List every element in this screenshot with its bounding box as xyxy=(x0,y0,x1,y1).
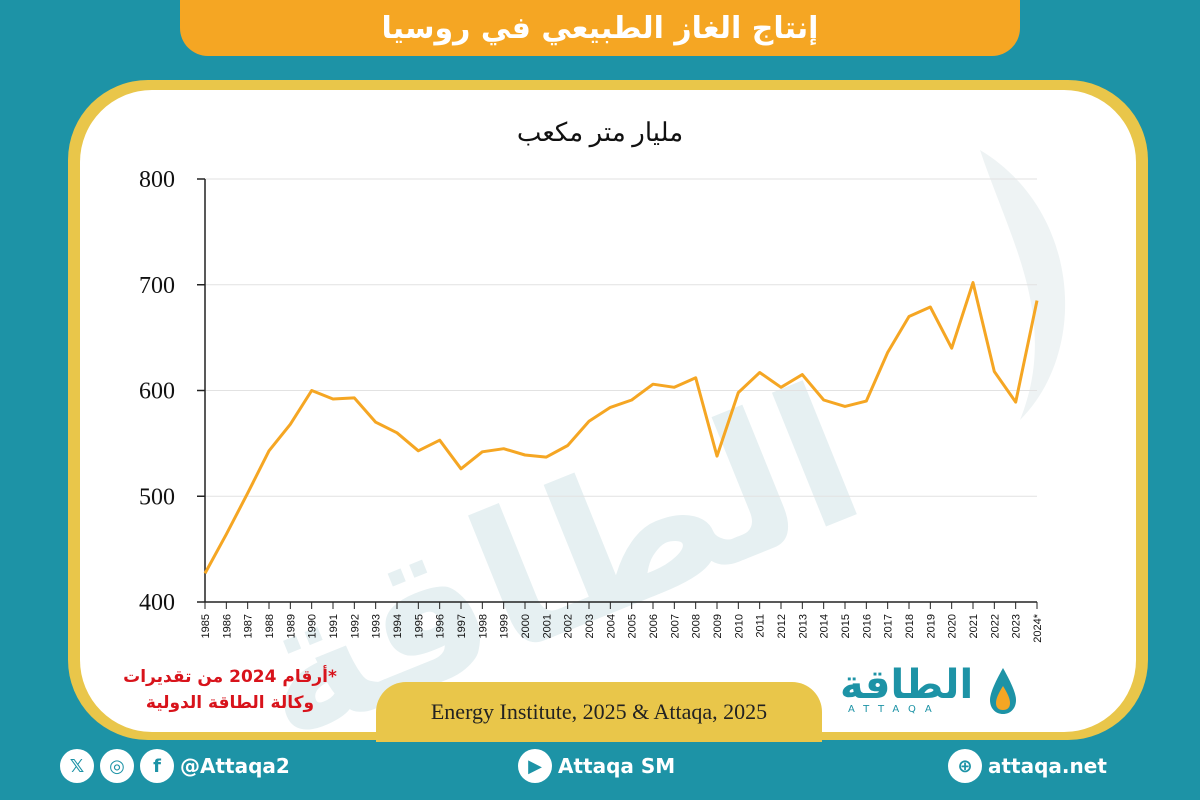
source-box: Energy Institute, 2025 & Attaqa, 2025 xyxy=(376,682,822,742)
x-tick-label: 2006 xyxy=(648,614,660,638)
x-tick-label: 1985 xyxy=(200,614,212,638)
source-text: Energy Institute, 2025 & Attaqa, 2025 xyxy=(430,699,768,724)
x-tick-label: 1999 xyxy=(499,614,511,638)
x-tick-label: 2020 xyxy=(947,614,959,638)
x-tick-label: 1992 xyxy=(349,614,361,638)
x-tick-label: 2007 xyxy=(669,614,681,638)
x-tick-label: 2009 xyxy=(712,614,724,638)
title-banner: إنتاج الغاز الطبيعي في روسيا xyxy=(180,0,1020,56)
x-tick-label: 1997 xyxy=(456,614,468,638)
x-tick-label: 2011 xyxy=(755,614,767,638)
chart-panel: الطاقة xyxy=(80,90,1136,732)
x-tick-label: 2019 xyxy=(925,614,937,638)
logo-text: الطاقة xyxy=(840,662,974,708)
youtube-link[interactable]: ▶ Attaqa SM xyxy=(518,746,675,786)
page-title: إنتاج الغاز الطبيعي في روسيا xyxy=(381,10,819,46)
y-tick-label: 600 xyxy=(139,379,175,405)
x-tick-label: 2021 xyxy=(968,614,980,638)
x-tick-label: 1993 xyxy=(371,614,383,638)
y-unit-label: مليار متر مكعب xyxy=(516,118,684,147)
x-tick-label: 1990 xyxy=(307,614,319,638)
x-tick-label: 2003 xyxy=(584,614,596,638)
x-tick-label: 1991 xyxy=(328,614,340,638)
y-tick-label: 800 xyxy=(139,167,175,193)
x-tick-label: 2018 xyxy=(904,614,916,638)
facebook-icon[interactable]: f xyxy=(140,749,174,783)
x-tick-label: 2001 xyxy=(541,614,553,638)
x-tick-label: 1988 xyxy=(264,614,276,638)
x-tick-label: 2012 xyxy=(776,614,788,638)
y-tick-label: 400 xyxy=(139,590,175,616)
x-tick-label: 1989 xyxy=(285,614,297,638)
x-tick-label: 2000 xyxy=(520,614,532,638)
social-handle[interactable]: @Attaqa2 xyxy=(180,754,290,778)
logo-subtext: ATTAQA xyxy=(848,704,941,715)
x-tick-label: 2008 xyxy=(691,614,703,638)
x-tick-label: 2015 xyxy=(840,614,852,638)
x-tick-label: 2024* xyxy=(1032,613,1044,642)
x-tick-label: 2004 xyxy=(605,614,617,638)
x-tick-label: 2002 xyxy=(563,614,575,638)
x-tick-label: 2017 xyxy=(883,614,895,638)
x-tick-label: 2022 xyxy=(989,614,1001,638)
watermark-logo: الطاقة xyxy=(219,150,1066,732)
x-tick-label: 2014 xyxy=(819,614,831,638)
x-tick-label: 1987 xyxy=(243,614,255,638)
website-link[interactable]: ⊕ attaqa.net xyxy=(948,746,1107,786)
x-tick-label: 1998 xyxy=(477,614,489,638)
drop-icon xyxy=(990,668,1016,714)
x-tick-label: 2010 xyxy=(733,614,745,638)
x-tick-label: 1995 xyxy=(413,614,425,638)
x-tick-label: 1996 xyxy=(435,614,447,638)
instagram-icon[interactable]: ◎ xyxy=(100,749,134,783)
y-tick-label: 700 xyxy=(139,273,175,299)
website-label: attaqa.net xyxy=(988,754,1107,778)
globe-icon: ⊕ xyxy=(948,749,982,783)
x-tick-label: 2005 xyxy=(627,614,639,638)
x-tick-label: 2023 xyxy=(1011,614,1023,638)
y-tick-label: 500 xyxy=(139,484,175,510)
social-links: 𝕏 ◎ f @Attaqa2 xyxy=(60,746,290,786)
x-tick-label: 1994 xyxy=(392,614,404,638)
youtube-label: Attaqa SM xyxy=(558,754,676,778)
estimate-note: *أرقام 2024 من تقديرات وكالة الطاقة الدو… xyxy=(123,667,337,713)
series-line xyxy=(203,281,1039,575)
x-icon[interactable]: 𝕏 xyxy=(60,749,94,783)
x-tick-label: 2013 xyxy=(797,614,809,638)
x-tick-label: 2016 xyxy=(861,614,873,638)
x-tick-label: 1986 xyxy=(221,614,233,638)
attaqa-logo: الطاقة ATTAQA xyxy=(840,662,1020,722)
youtube-icon: ▶ xyxy=(518,749,552,783)
